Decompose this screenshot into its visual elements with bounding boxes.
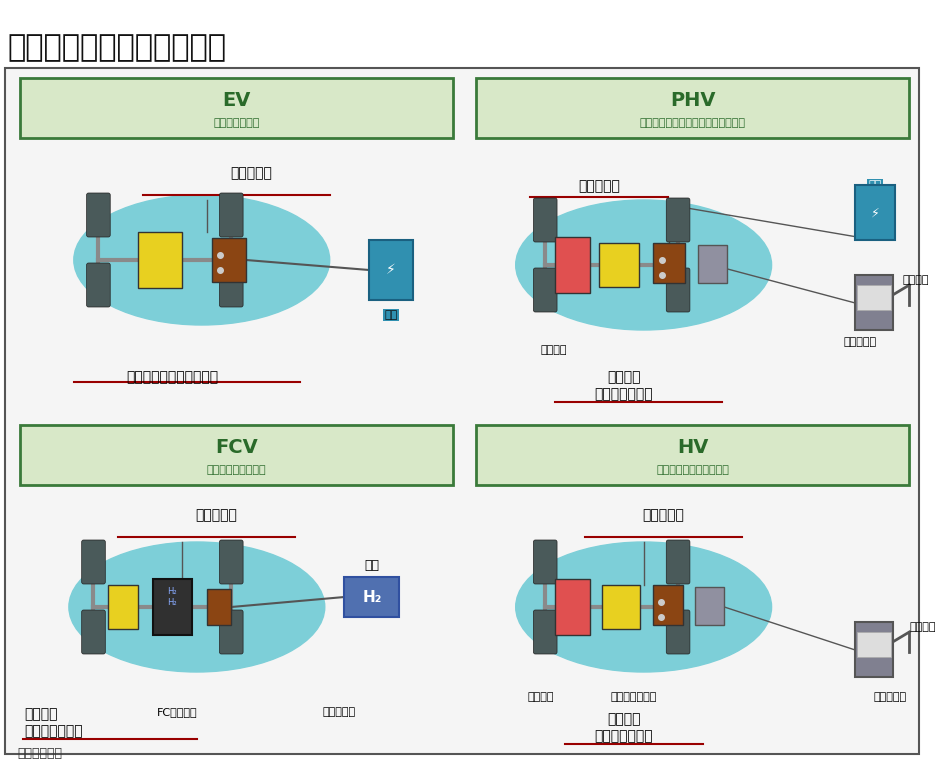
FancyBboxPatch shape [533,540,557,584]
FancyBboxPatch shape [220,610,243,654]
FancyBboxPatch shape [698,245,728,283]
FancyBboxPatch shape [476,425,909,485]
FancyBboxPatch shape [602,585,639,629]
FancyBboxPatch shape [82,540,105,584]
Text: モーター: モーター [608,370,640,384]
FancyBboxPatch shape [857,632,891,657]
FancyBboxPatch shape [599,243,639,287]
FancyBboxPatch shape [654,243,685,283]
FancyBboxPatch shape [533,268,557,312]
FancyBboxPatch shape [855,185,895,240]
FancyBboxPatch shape [667,268,690,312]
Text: モーター: モーター [24,707,58,721]
Text: モーター・インバーター: モーター・インバーター [126,370,218,384]
Text: 内燃機関: 内燃機関 [527,692,554,702]
FancyBboxPatch shape [857,285,891,310]
Text: 燃料タンク: 燃料タンク [843,337,877,347]
Text: 水素: 水素 [364,559,379,572]
Text: EV: EV [222,92,251,110]
FancyBboxPatch shape [220,193,243,237]
FancyBboxPatch shape [369,240,413,300]
FancyBboxPatch shape [20,425,453,485]
Text: H₂
H₂: H₂ H₂ [167,588,177,607]
Text: 電動機・発電機: 電動機・発電機 [610,692,657,702]
FancyBboxPatch shape [220,263,243,307]
Text: （プラグインハイブリッド自動車）: （プラグインハイブリッド自動車） [639,118,746,128]
FancyBboxPatch shape [211,238,246,282]
FancyBboxPatch shape [667,540,690,584]
Text: （ハイブリッド自動車）: （ハイブリッド自動車） [656,465,730,475]
Text: 電源: 電源 [869,180,882,190]
FancyBboxPatch shape [345,577,398,617]
Text: 内燃機関: 内燃機関 [540,345,567,355]
Text: 電源: 電源 [384,310,397,320]
Ellipse shape [69,542,325,672]
FancyBboxPatch shape [654,585,683,625]
Text: バッテリー: バッテリー [195,508,238,522]
Text: （燃料電池自動車）: （燃料電池自動車） [207,465,266,475]
Text: ・インバーター: ・インバーター [24,724,84,738]
Text: バッテリー: バッテリー [230,166,272,180]
FancyBboxPatch shape [667,198,690,242]
FancyBboxPatch shape [86,193,110,237]
Text: バッテリー: バッテリー [642,508,685,522]
FancyBboxPatch shape [220,540,243,584]
FancyBboxPatch shape [86,263,110,307]
Text: （電気自動車）: （電気自動車） [213,118,259,128]
Text: ガソリン: ガソリン [902,275,929,285]
FancyBboxPatch shape [667,610,690,654]
Ellipse shape [74,195,330,325]
FancyBboxPatch shape [152,579,192,635]
FancyBboxPatch shape [108,585,138,629]
FancyBboxPatch shape [695,587,724,625]
FancyBboxPatch shape [207,589,231,625]
FancyBboxPatch shape [533,198,557,242]
FancyBboxPatch shape [82,610,105,654]
FancyBboxPatch shape [20,78,453,138]
Text: ⚡: ⚡ [870,207,879,219]
Text: 出所：環境省: 出所：環境省 [18,747,63,760]
Text: ガソリン: ガソリン [909,622,936,632]
FancyBboxPatch shape [533,610,557,654]
Text: ⚡: ⚡ [386,263,395,277]
Text: FCスタック: FCスタック [157,707,197,717]
FancyBboxPatch shape [855,275,893,330]
Text: FCV: FCV [215,438,257,458]
FancyBboxPatch shape [5,68,919,754]
Text: 「電動車」は大きく４車種: 「電動車」は大きく４車種 [8,34,227,62]
FancyBboxPatch shape [855,622,893,677]
FancyBboxPatch shape [555,237,590,293]
FancyBboxPatch shape [476,78,909,138]
Text: H₂: H₂ [362,590,381,604]
Ellipse shape [516,200,772,330]
Text: ・インバーター: ・インバーター [594,387,654,401]
Text: 燃料タンク: 燃料タンク [873,692,906,702]
Text: HV: HV [677,438,709,458]
Text: PHV: PHV [670,92,716,110]
Ellipse shape [516,542,772,672]
FancyBboxPatch shape [138,232,182,288]
Text: 水素タンク: 水素タンク [323,707,356,717]
Text: ・インバーター: ・インバーター [594,729,654,743]
FancyBboxPatch shape [555,579,590,635]
Text: バッテリー: バッテリー [578,179,621,193]
Text: モーター: モーター [608,712,640,726]
